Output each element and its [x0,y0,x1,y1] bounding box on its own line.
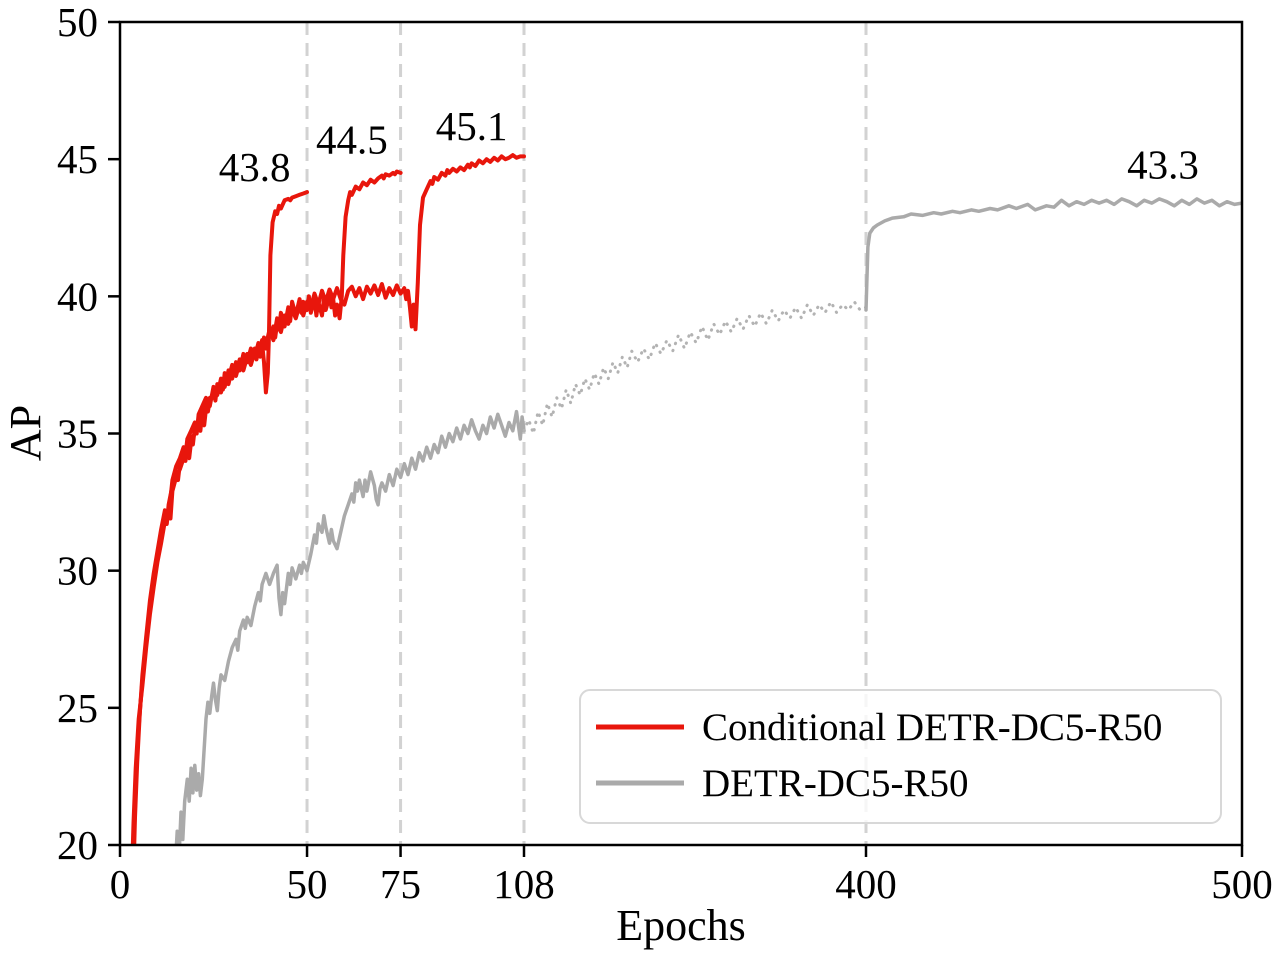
x-tick-label-400: 400 [835,861,897,907]
legend-box [579,689,1222,824]
plot-area: 0 50 75 108 400 500 20 25 30 35 40 45 50 43.8 44.5 45.1… [57,0,1273,907]
axes-spines [118,20,1244,847]
annotation-43.3: 43.3 [1127,141,1199,187]
annotation-45.1: 45.1 [436,103,508,149]
x-tick-label-108: 108 [493,861,555,907]
legend-label-detr: DETR-DC5-R50 [702,762,969,805]
x-tick-label-50: 50 [287,861,328,907]
x-tick-label-0: 0 [110,861,131,907]
y-tick-label-50: 50 [57,0,98,45]
series-conditional-detr-75ep [132,169,403,845]
annotation-43.8: 43.8 [219,144,291,190]
y-tick-label-25: 25 [57,685,98,731]
y-tick-label-30: 30 [57,548,98,594]
y-tick-label-20: 20 [57,822,98,868]
series-detr-dc5-r50-epochs-400-500 [864,197,1242,312]
y-tick-label-35: 35 [57,411,98,457]
x-tick-label-500: 500 [1211,861,1273,907]
series-conditional-detr-108ep [130,153,526,845]
series-detr-dc5-r50-epochs-0-108 [174,409,526,845]
x-axis-label: Epochs [616,901,746,950]
legend: Conditional DETR-DC5-R50 DETR-DC5-R50 [579,689,1222,824]
legend-label-conditional-detr: Conditional DETR-DC5-R50 [702,706,1162,749]
y-axis-label: AP [1,405,50,461]
annotation-44.5: 44.5 [316,117,388,163]
x-tick-label-75: 75 [380,861,421,907]
y-tick-label-45: 45 [57,136,98,182]
series-detr-dc5-r50-epochs-108-400 [522,300,868,435]
y-tick-label-40: 40 [57,273,98,319]
